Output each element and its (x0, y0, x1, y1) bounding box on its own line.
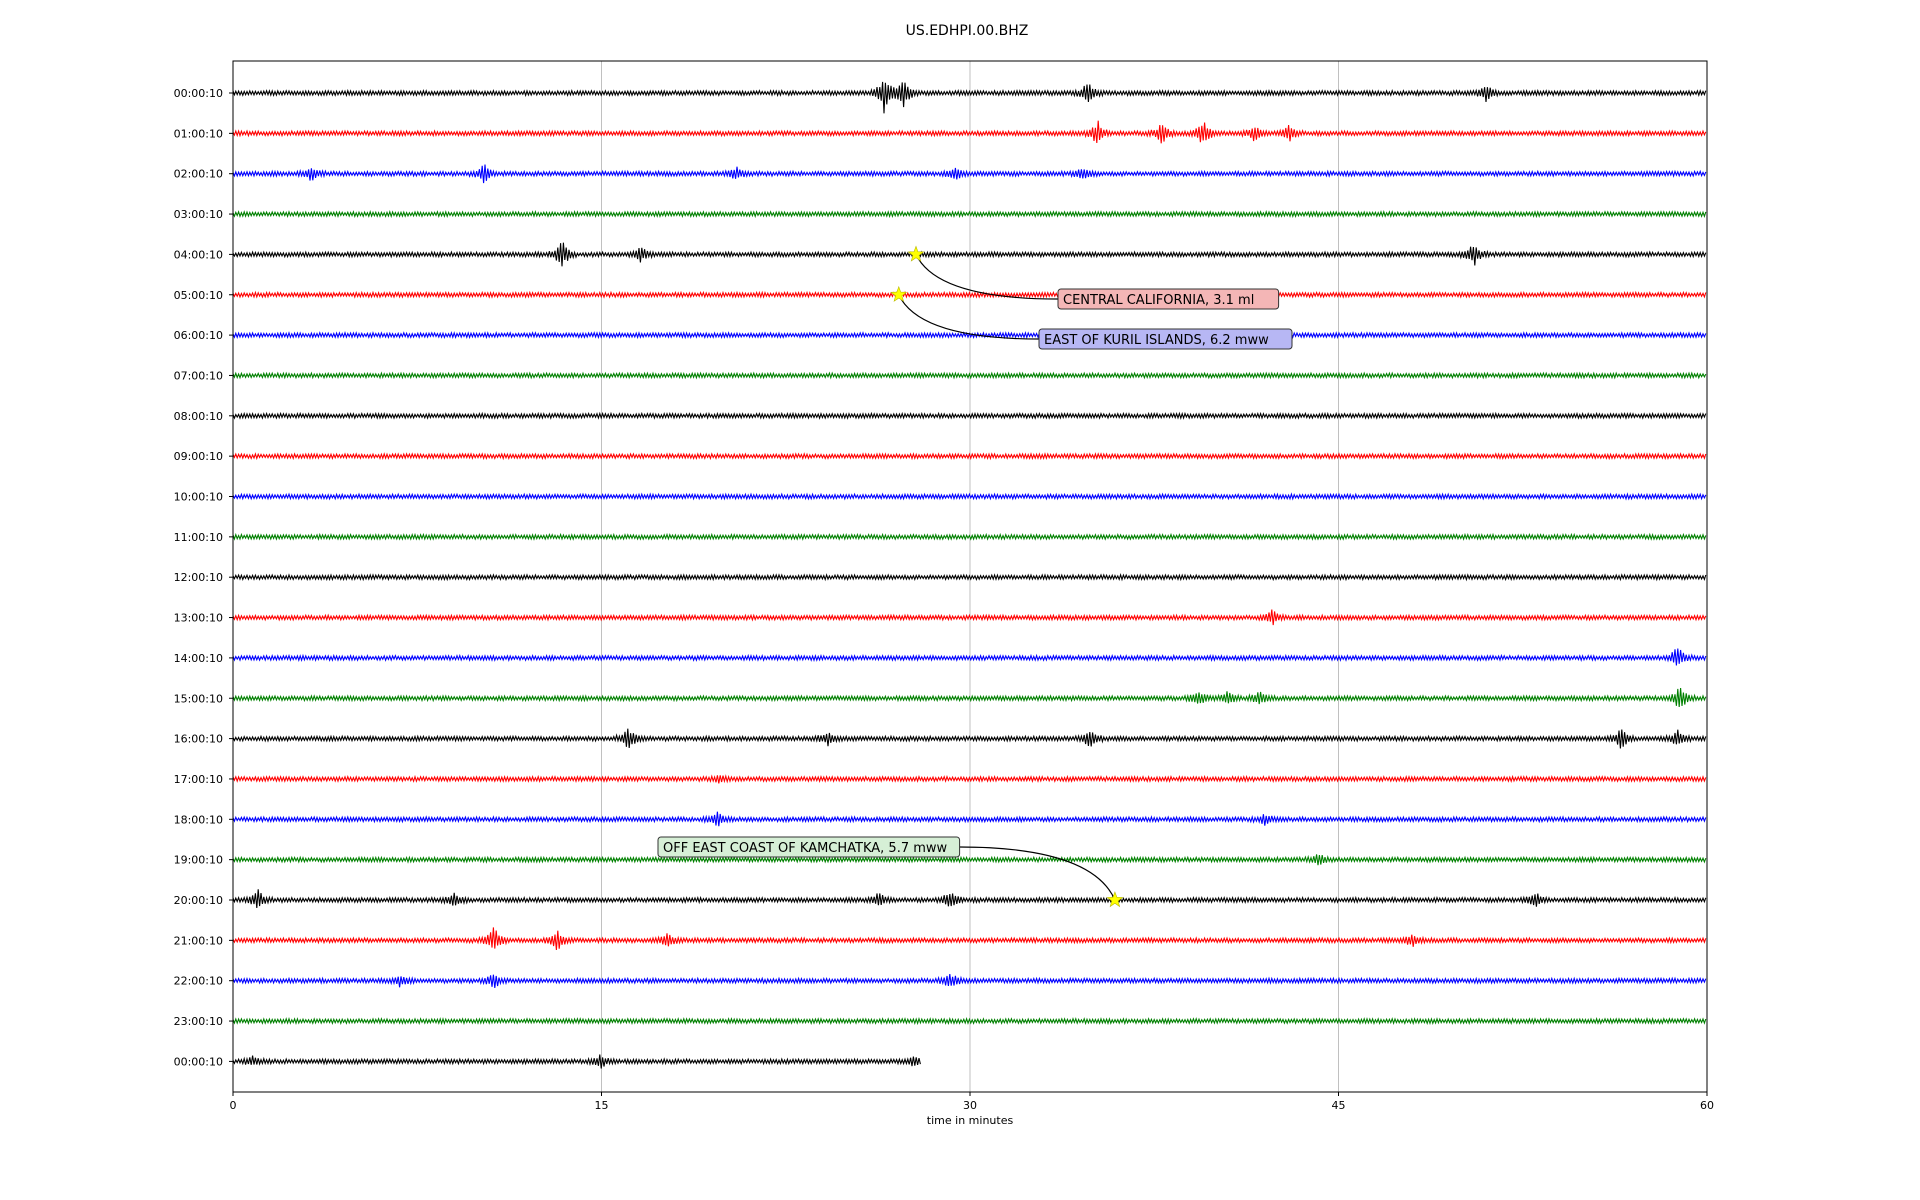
y-tick-label: 21:00:10 (174, 934, 223, 947)
event-label: OFF EAST COAST OF KAMCHATKA, 5.7 mww (663, 841, 948, 856)
y-tick-label: 05:00:10 (174, 289, 223, 302)
trace-line (232, 452, 1707, 461)
event-connector (959, 846, 1116, 901)
y-tick-label: 20:00:10 (174, 894, 223, 907)
y-tick-label: 13:00:10 (174, 612, 223, 625)
trace-line (232, 1054, 921, 1069)
event-label: EAST OF KURIL ISLANDS, 6.2 mww (1044, 333, 1269, 348)
y-tick-label: 18:00:10 (174, 813, 223, 826)
x-tick-label: 0 (230, 1099, 237, 1112)
trace-line (232, 609, 1707, 626)
y-tick-label: 10:00:10 (174, 491, 223, 504)
event-label: CENTRAL CALIFORNIA, 3.1 ml (1063, 293, 1254, 308)
y-tick-label: 09:00:10 (174, 450, 223, 463)
trace-line (232, 209, 1707, 219)
trace-line (232, 1016, 1707, 1026)
trace-line (232, 573, 1707, 582)
trace-line (232, 242, 1707, 267)
trace-group (232, 81, 1707, 1069)
y-axis: 00:00:10 01:00:10 02:00:10 03:00:10 04:00:10… (174, 87, 233, 1068)
y-tick-label: 07:00:10 (174, 369, 223, 382)
trace-line (232, 492, 1707, 501)
x-axis-label: time in minutes (927, 1114, 1014, 1127)
event-star-marker (1106, 891, 1124, 908)
y-tick-label: 22:00:10 (174, 975, 223, 988)
x-tick-label: 30 (963, 1099, 977, 1112)
chart-title: US.EDHPI.00.BHZ (906, 23, 1029, 39)
x-tick-label: 45 (1332, 1099, 1346, 1112)
trace-line (232, 81, 1707, 114)
x-tick-label: 15 (595, 1099, 609, 1112)
trace-line (232, 290, 1707, 300)
y-tick-label: 02:00:10 (174, 168, 223, 181)
trace-line (232, 648, 1707, 666)
y-tick-label: 19:00:10 (174, 854, 223, 867)
y-tick-label: 16:00:10 (174, 733, 223, 746)
trace-line (232, 120, 1707, 144)
trace-line (232, 811, 1707, 827)
event-star-marker (890, 285, 908, 302)
y-tick-label: 00:00:10 (174, 87, 223, 100)
trace-line (232, 927, 1707, 951)
trace-line (232, 164, 1707, 184)
trace-line (232, 371, 1707, 380)
y-tick-label: 06:00:10 (174, 329, 223, 342)
trace-line (232, 532, 1707, 541)
y-tick-label: 03:00:10 (174, 208, 223, 221)
trace-line (232, 774, 1707, 784)
event-label-box (657, 836, 961, 858)
y-tick-label: 00:00:10 (174, 1055, 223, 1068)
event-label-box (1038, 328, 1293, 350)
y-tick-label: 04:00:10 (174, 248, 223, 261)
event-star-marker (907, 245, 925, 262)
event-annotations: CENTRAL CALIFORNIA, 3.1 ml EAST OF KURIL … (657, 245, 1293, 908)
y-tick-label: 01:00:10 (174, 127, 223, 140)
y-tick-label: 11:00:10 (174, 531, 223, 544)
trace-line (232, 889, 1707, 909)
x-axis: 0 15 30 45 60 (230, 1092, 1714, 1112)
event-connector (915, 254, 1059, 300)
y-tick-label: 14:00:10 (174, 652, 223, 665)
y-tick-label: 15:00:10 (174, 692, 223, 705)
event-connector (898, 294, 1040, 340)
event-label-box (1057, 288, 1280, 310)
trace-line (232, 688, 1707, 707)
trace-line (232, 854, 1707, 866)
y-tick-label: 23:00:10 (174, 1015, 223, 1028)
y-tick-label: 12:00:10 (174, 571, 223, 584)
trace-line (232, 974, 1707, 988)
trace-line (232, 411, 1707, 420)
y-tick-label: 17:00:10 (174, 773, 223, 786)
y-tick-label: 08:00:10 (174, 410, 223, 423)
trace-line (232, 728, 1707, 749)
x-tick-label: 60 (1700, 1099, 1714, 1112)
